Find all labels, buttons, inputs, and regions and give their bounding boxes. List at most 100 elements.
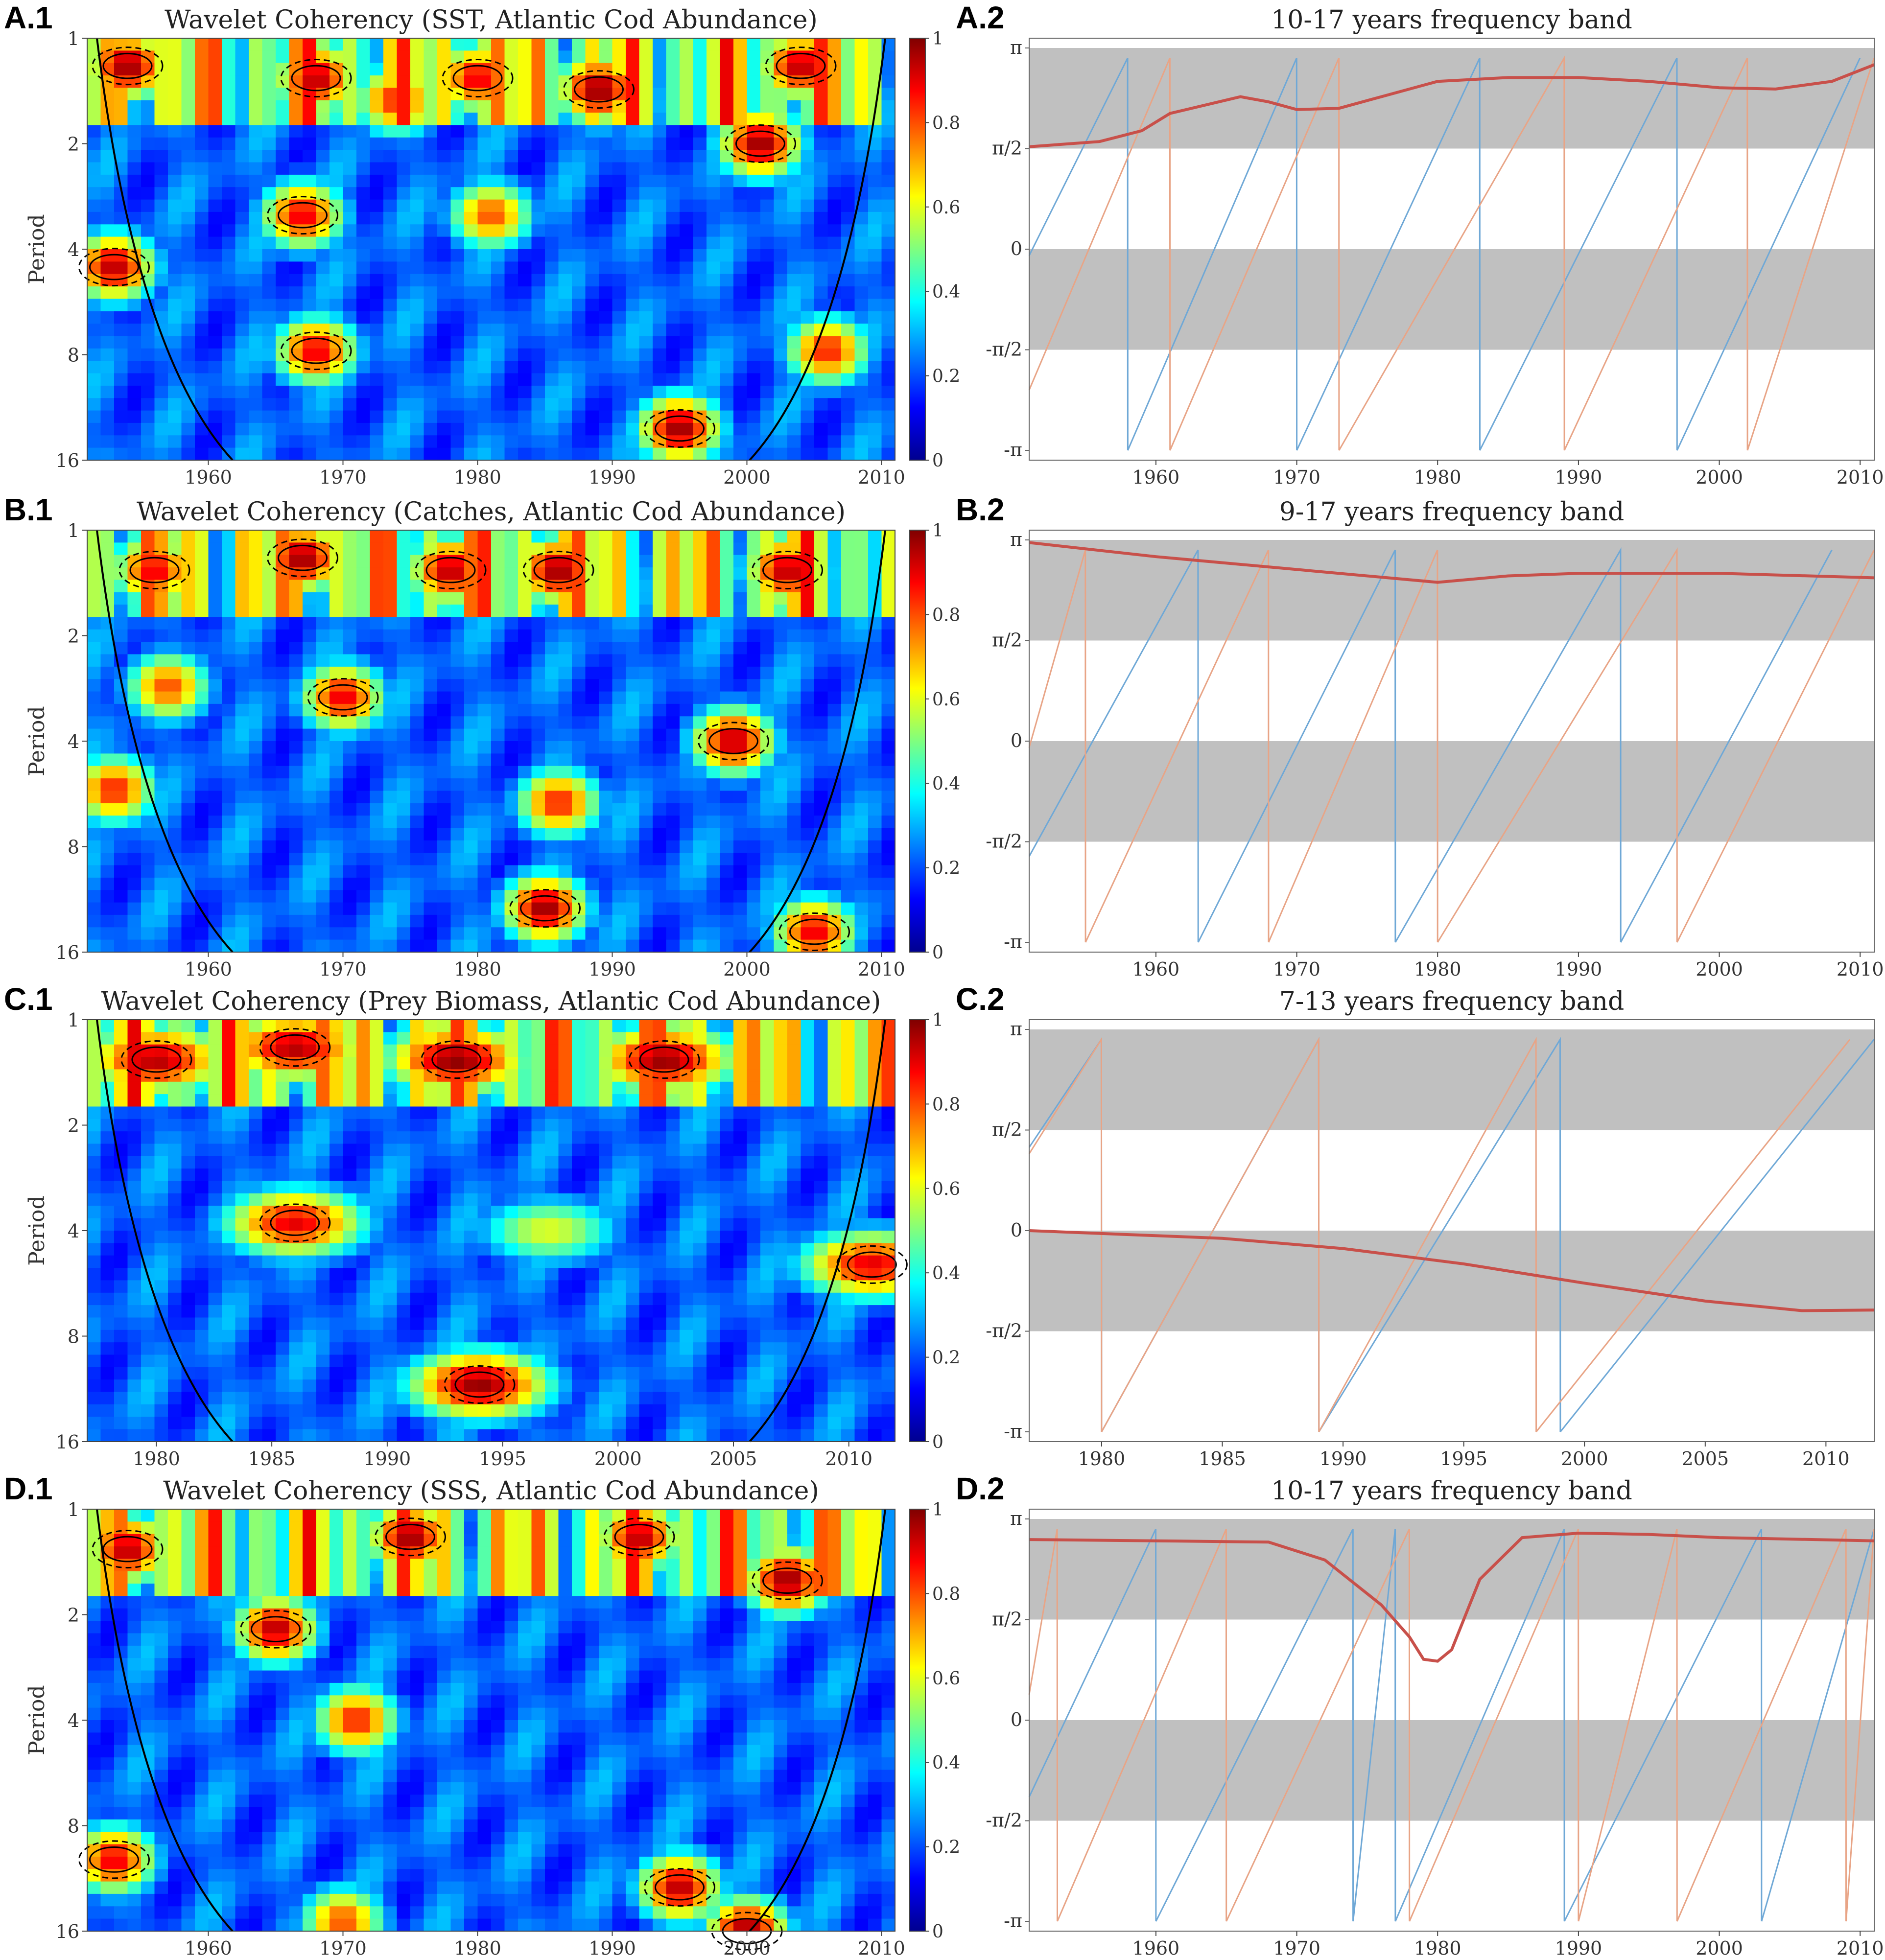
heatmap-cell [881, 274, 895, 287]
heatmap-cell [531, 939, 545, 953]
heatmap-cell [693, 236, 707, 250]
heatmap-cell [612, 592, 626, 605]
heatmap-cell [222, 654, 236, 667]
heatmap-cell [262, 703, 276, 717]
heatmap-cell [289, 88, 303, 101]
heatmap-cell [330, 816, 344, 829]
heatmap-cell [100, 691, 115, 704]
heatmap-cell [504, 890, 518, 903]
heatmap-cell [195, 1106, 209, 1120]
heatmap-cell [168, 1119, 182, 1132]
heatmap-cell [693, 766, 707, 779]
heatmap-cell [356, 199, 371, 212]
heatmap-cell [410, 38, 424, 51]
heatmap-cell [491, 88, 505, 101]
heatmap-cell [518, 311, 532, 324]
heatmap-cell [653, 766, 667, 779]
heatmap-cell [330, 1032, 344, 1045]
heatmap-cell [801, 88, 815, 101]
heatmap-cell [491, 816, 505, 829]
heatmap-cell [249, 1417, 263, 1430]
heatmap-cell [181, 679, 195, 692]
heatmap-cell [208, 50, 222, 64]
heatmap-cell [356, 422, 371, 436]
heatmap-cell [356, 1032, 371, 1045]
heatmap-cell [639, 447, 653, 461]
heatmap-cell [733, 88, 748, 101]
heatmap-cell [222, 410, 236, 423]
heatmap-cell [693, 75, 707, 89]
heatmap-cell [572, 877, 586, 891]
heatmap-cell [316, 1305, 330, 1318]
heatmap-cell [626, 741, 640, 754]
heatmap-cell [127, 816, 141, 829]
heatmap-cell [289, 1292, 303, 1306]
heatmap-cell [437, 853, 451, 866]
heatmap-cell [881, 174, 895, 188]
heatmap-cell [450, 261, 465, 275]
heatmap-cell [303, 666, 317, 680]
heatmap-cell [222, 75, 236, 89]
heatmap-cell [760, 939, 775, 953]
heatmap-cell [626, 530, 640, 543]
heatmap-cell [760, 88, 775, 101]
heatmap-cell [397, 125, 411, 138]
heatmap-cell [868, 299, 882, 312]
heatmap-cell [127, 1317, 141, 1330]
heatmap-cell [558, 348, 572, 361]
heatmap-cell [827, 125, 842, 138]
heatmap-cell [774, 703, 788, 717]
heatmap-cell [222, 691, 236, 704]
heatmap-cell [181, 1044, 195, 1057]
heatmap-cell [262, 174, 276, 188]
heatmap-cell [356, 890, 371, 903]
heatmap-cell [316, 890, 330, 903]
heatmap-cell [477, 100, 492, 113]
heatmap-cell [545, 224, 559, 237]
heatmap-cell [707, 187, 721, 200]
heatmap-cell [693, 150, 707, 163]
heatmap-cell [195, 1069, 209, 1082]
heatmap-cell [491, 336, 505, 349]
heatmap-cell [127, 299, 141, 312]
heatmap-cell [87, 236, 101, 250]
heatmap-cell [127, 1379, 141, 1393]
heatmap-cell [154, 1429, 168, 1442]
heatmap-cell [168, 162, 182, 175]
heatmap-cell [141, 877, 155, 891]
heatmap-cell [774, 199, 788, 212]
heatmap-cell [666, 447, 680, 461]
heatmap-cell [208, 890, 222, 903]
heatmap-cell [127, 1417, 141, 1430]
heatmap-cell [181, 1119, 195, 1132]
heatmap-cell [154, 286, 168, 300]
heatmap-cell [222, 530, 236, 543]
heatmap-cell [289, 1367, 303, 1380]
heatmap-cell [707, 162, 721, 175]
heatmap-cell [289, 753, 303, 767]
heatmap-cell [424, 816, 438, 829]
heatmap-cell [356, 803, 371, 816]
heatmap-cell [733, 50, 748, 64]
heatmap-cell [868, 939, 882, 953]
heatmap-cell [370, 654, 384, 667]
heatmap-cell [841, 666, 855, 680]
heatmap-cell [262, 914, 276, 928]
heatmap-cell [222, 1243, 236, 1256]
heatmap-cell [235, 741, 249, 754]
heatmap-cell [531, 150, 545, 163]
heatmap-cell [303, 1330, 317, 1343]
heatmap-cell [235, 1280, 249, 1293]
heatmap-cell [87, 816, 101, 829]
heatmap-cell [208, 1218, 222, 1231]
heatmap-cell [127, 865, 141, 878]
heatmap-cell [491, 348, 505, 361]
heatmap-cell [477, 766, 492, 779]
heatmap-cell [693, 336, 707, 349]
heatmap-cell [666, 555, 680, 568]
heatmap-cell [868, 422, 882, 436]
heatmap-cell [720, 162, 734, 175]
heatmap-cell [343, 1044, 357, 1057]
heatmap-cell [87, 75, 101, 89]
heatmap-cell [707, 249, 721, 262]
